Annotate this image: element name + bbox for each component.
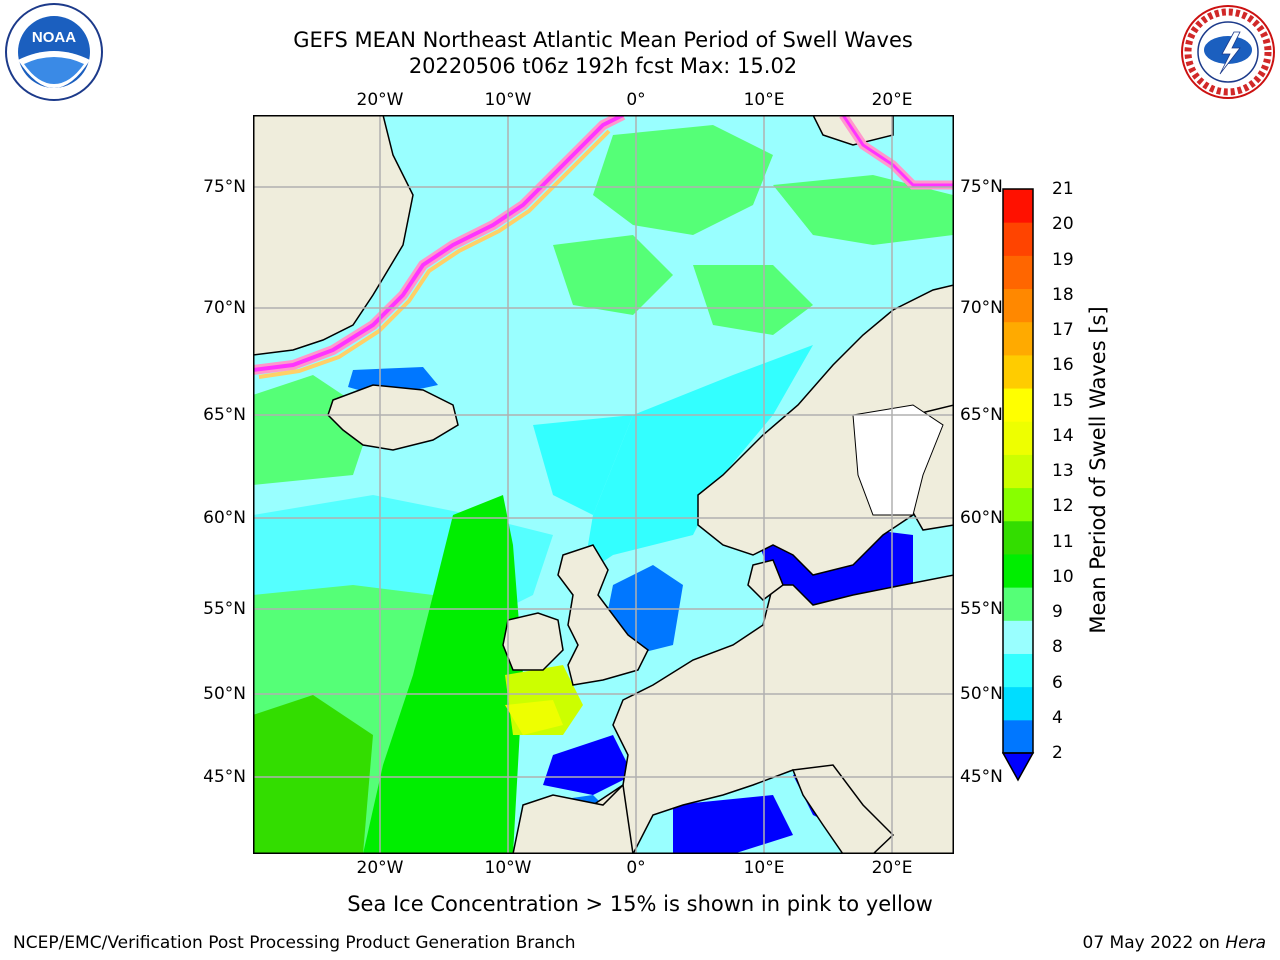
colorbar-swatch [1003,321,1033,356]
colorbar-tick: 2 [1052,743,1063,763]
colorbar-extension [1002,752,1035,782]
top-tick-10e: 10°E [743,90,785,110]
footer-host: Hera [1225,933,1266,953]
footer-date-text: 07 May 2022 on [1082,933,1226,953]
left-tick-75n: 75°N [203,177,246,197]
colorbar-tick: 6 [1052,672,1063,693]
colorbar-swatch [1003,719,1033,754]
colorbar-swatch [1003,255,1033,290]
right-tick-75n: 75°N [960,177,1003,197]
top-tick-20w: 20°W [356,90,404,110]
noaa-logo: NOAA [5,3,103,101]
colorbar-tick: 11 [1052,531,1074,552]
colorbar-tick: 18 [1052,284,1074,305]
colorbar-tick: 20 [1052,214,1074,235]
colorbar-tick: 14 [1052,425,1074,446]
footer-date: 07 May 2022 on Hera [1083,932,1267,954]
map-frame [253,115,954,854]
colorbar-tick: 4 [1052,707,1063,728]
graticule [253,115,954,854]
left-tick-60n: 60°N [203,508,246,528]
colorbar-tick: 8 [1052,637,1063,658]
footer-credit: NCEP/EMC/Verification Post Processing Pr… [13,933,576,953]
right-tick-45n: 45°N [960,767,1003,787]
colorbar-tick: 15 [1052,390,1074,411]
noaa-logo-text: NOAA [32,29,76,46]
colorbar-tick: 21 [1052,179,1074,199]
colorbar-tick: 17 [1052,320,1074,340]
colorbar-tick: 12 [1052,496,1074,517]
colorbar-tick: 10 [1052,566,1074,587]
colorbar-swatch [1003,620,1033,654]
colorbar-swatch [1003,653,1033,688]
top-tick-20e: 20°E [871,90,913,110]
chart-subtitle: 20220506 t06z 192h fcst Max: 15.02 [408,54,798,78]
left-tick-45n: 45°N [203,767,246,787]
colorbar-tick: 16 [1052,355,1074,376]
bottom-tick-20w: 20°W [356,858,404,878]
right-tick-70n: 70°N [960,298,1003,318]
colorbar-tick: 19 [1052,249,1074,270]
colorbar-swatch [1003,487,1033,522]
chart-title: GEFS MEAN Northeast Atlantic Mean Period… [293,28,913,52]
colorbar-swatch [1003,520,1033,555]
left-tick-65n: 65°N [203,405,246,425]
colorbar-swatch [1003,686,1033,721]
colorbar-swatch [1003,587,1033,621]
right-tick-50n: 50°N [960,684,1003,704]
left-tick-55n: 55°N [203,599,246,619]
bottom-tick-10w: 10°W [484,858,532,878]
colorbar-swatch [1003,454,1033,489]
bottom-tick-10e: 10°E [743,858,785,878]
colorbar-tick: 13 [1052,461,1074,481]
colorbar-swatch [1003,222,1033,256]
swell-period-map [253,115,954,854]
bottom-tick-20e: 20°E [871,858,913,878]
top-tick-10w: 10°W [484,90,532,110]
top-tick-0: 0° [626,90,646,110]
left-tick-70n: 70°N [203,298,246,318]
sea-ice-note: Sea Ice Concentration > 15% is shown in … [347,892,933,916]
colorbar-tick: 9 [1052,602,1063,622]
colorbar-label: Mean Period of Swell Waves [s] [1086,306,1110,634]
colorbar-swatch [1003,288,1033,323]
colorbar-swatch [1003,388,1033,422]
right-tick-60n: 60°N [960,508,1003,528]
colorbar [1002,188,1035,782]
colorbar-swatch [1003,189,1033,223]
right-tick-55n: 55°N [960,599,1003,619]
left-tick-50n: 50°N [203,684,246,704]
nws-logo [1181,5,1275,99]
right-tick-65n: 65°N [960,405,1003,425]
colorbar-swatch [1003,421,1033,455]
colorbar-swatch [1003,553,1033,588]
sea-ice-edge [253,115,954,379]
colorbar-swatch [1003,354,1033,389]
bottom-tick-0: 0° [626,858,646,878]
